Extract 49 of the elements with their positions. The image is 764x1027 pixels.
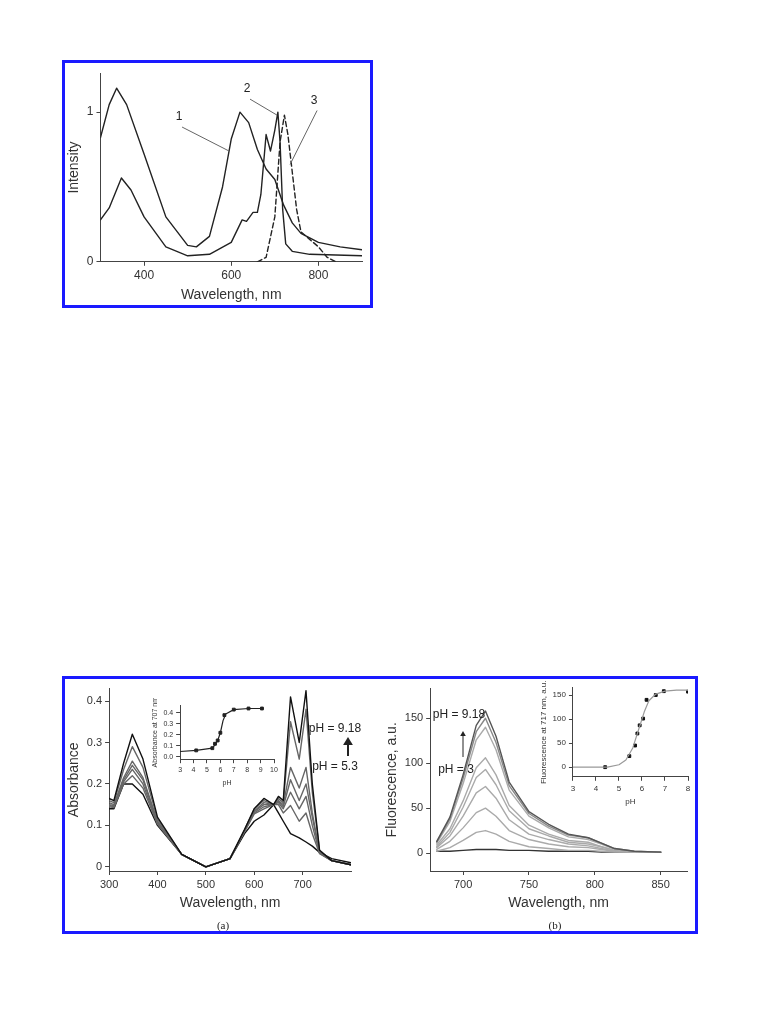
x-tick-label: 3 — [570, 783, 576, 793]
y-tick-label: 50 — [557, 738, 567, 748]
x-tick-label: 800 — [308, 268, 329, 283]
x-tick-label: 600 — [221, 268, 242, 283]
annotation: pH = 3 — [438, 762, 474, 776]
x-tick-label: 400 — [134, 268, 155, 283]
x-tick-label: 700 — [453, 877, 473, 890]
x-tick-label: 8 — [685, 783, 691, 793]
x-tick-label: 400 — [148, 877, 167, 890]
x-tick-label: 300 — [99, 877, 119, 890]
x-tick-label: 750 — [519, 877, 539, 890]
annotation: pH = 9.18 — [432, 707, 486, 721]
annotation: pH = 9.18 — [308, 721, 362, 735]
x-tick-label: 500 — [196, 877, 216, 890]
y-axis-title: Fluorescence, a.u. — [383, 722, 400, 838]
annotation: 3 — [310, 92, 318, 107]
x-axis-title: Wavelength, nm — [179, 894, 281, 911]
y-tick-label: 50 — [410, 801, 424, 814]
y-tick-label: 0.1 — [86, 818, 103, 831]
x-tick-label: 850 — [651, 877, 670, 890]
y-axis-title: Intensity — [65, 141, 82, 194]
x-tick-label: 600 — [245, 877, 264, 890]
y-axis-title: Absorbance — [65, 742, 82, 818]
x-tick-label: 4 — [593, 783, 599, 793]
x-tick-label: 800 — [585, 877, 604, 890]
y-tick-label: 0 — [561, 762, 567, 772]
x-tick-label: 700 — [293, 877, 312, 890]
x-axis-title: Wavelength, nm — [180, 286, 282, 303]
y-tick-label: 0 — [86, 254, 94, 269]
y-tick-label: 0 — [417, 846, 424, 859]
annotation: 2 — [243, 81, 251, 96]
y-tick-label: 100 — [404, 756, 424, 769]
y-tick-label: 1 — [86, 104, 94, 119]
y-tick-label: 100 — [552, 714, 567, 724]
x-axis-title: Wavelength, nm — [508, 894, 609, 911]
x-tick-label: 6 — [639, 783, 645, 793]
x-axis-title: pH — [625, 797, 636, 807]
x-tick-label: 5 — [616, 783, 622, 793]
y-tick-label: 0.4 — [86, 694, 103, 707]
y-axis-title: Fluorescence at 717 nm, a.u. — [539, 680, 548, 785]
y-tick-label: 0.3 — [86, 735, 103, 748]
y-tick-label: 0.2 — [86, 776, 103, 789]
text: (a) — [216, 919, 230, 931]
y-tick-label: 150 — [404, 711, 424, 724]
annotation: pH = 5.3 — [312, 759, 358, 773]
x-tick-label: 7 — [662, 783, 668, 793]
text: (b) — [548, 919, 562, 931]
y-tick-label: 150 — [552, 690, 567, 700]
y-tick-label: 0 — [95, 859, 103, 872]
